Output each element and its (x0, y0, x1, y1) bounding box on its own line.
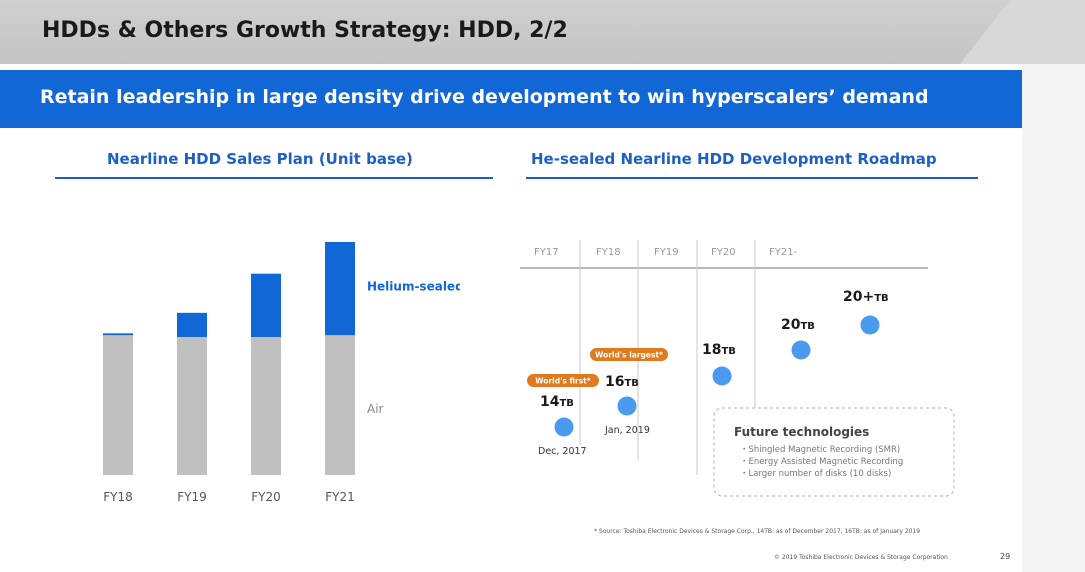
milestone-capacity-14tb: 14TB (540, 394, 574, 410)
period-label-fy19: FY19 (654, 247, 679, 258)
slide-title: HDDs & Others Growth Strategy: HDD, 2/2 (42, 18, 568, 43)
banner-text: Retain leadership in large density drive… (40, 86, 929, 108)
sales-plan-chart: FY18 FY19 FY20 FY21 Helium-sealed Air (103, 242, 460, 504)
badge-text-16tb: World's largest* (595, 351, 663, 360)
page-number: 29 (1000, 552, 1011, 561)
right-gutter (1022, 0, 1085, 572)
tick-label-fy19: FY19 (177, 490, 207, 504)
future-tech-item: ・Shingled Magnetic Recording (SMR) (740, 445, 900, 455)
roadmap-title: He-sealed Nearline HDD Development Roadm… (531, 150, 937, 168)
milestone-dot-20tb (791, 340, 811, 360)
future-tech-item: ・Larger number of disks (10 disks) (740, 469, 891, 479)
badge-text-14tb: World's first* (535, 377, 590, 386)
milestone-capacity-20tb: 20TB (781, 317, 815, 333)
bar-air-fy21 (325, 335, 355, 475)
banner (0, 70, 1022, 128)
milestone-dot-16tb (617, 396, 637, 416)
legend-air: Air (367, 402, 384, 416)
sales-plan-rule (55, 177, 493, 179)
bar-air-fy20 (251, 337, 281, 475)
title-bar (0, 0, 1010, 64)
legend-helium-sealed: Helium-sealed (367, 280, 460, 294)
copyright: © 2019 Toshiba Electronic Devices & Stor… (774, 554, 948, 561)
bar-air-fy18 (103, 335, 133, 475)
milestone-date-16tb: Jan, 2019 (604, 425, 650, 436)
milestone-dot-20plustb (860, 315, 880, 335)
bar-air-fy19 (177, 337, 207, 475)
milestone-capacity-16tb: 16TB (605, 374, 639, 390)
badge-16tb (590, 348, 668, 361)
future-tech-item: ・Energy Assisted Magnetic Recording (740, 457, 903, 467)
tick-label-fy18: FY18 (103, 490, 133, 504)
period-label-fy18: FY18 (596, 247, 621, 258)
footnote: * Source: Toshiba Electronic Devices & S… (594, 528, 921, 535)
milestone-date-14tb: Dec, 2017 (538, 446, 587, 457)
roadmap-diagram: FY17 FY18 FY19 FY20 FY21- 14TB Dec, 2017 World'… (520, 240, 955, 497)
tick-label-fy21: FY21 (325, 490, 355, 504)
future-tech-title: Future technologies (734, 425, 869, 439)
roadmap-rule (526, 177, 978, 179)
milestone-capacity-18tb: 18TB (702, 342, 736, 358)
milestone-capacity-20plustb: 20+TB (843, 289, 889, 305)
period-label-fy20: FY20 (711, 247, 736, 258)
bar-helium-sealed-fy18 (103, 333, 133, 336)
period-label-fy21: FY21- (769, 247, 798, 258)
bar-helium-sealed-fy20 (251, 273, 281, 338)
bar-helium-sealed-fy21 (325, 242, 355, 336)
sales-plan-title: Nearline HDD Sales Plan (Unit base) (107, 150, 413, 168)
tick-label-fy20: FY20 (251, 490, 281, 504)
milestone-dot-14tb (554, 417, 574, 437)
period-label-fy17: FY17 (534, 247, 559, 258)
future-tech-box (713, 407, 955, 497)
milestone-dot-18tb (712, 366, 732, 386)
bar-helium-sealed-fy19 (177, 312, 207, 338)
badge-14tb (527, 374, 599, 387)
